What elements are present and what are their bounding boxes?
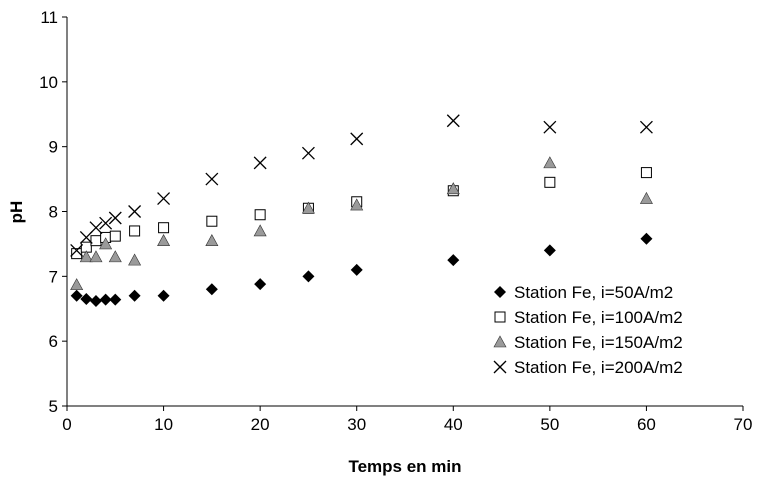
y-axis-ticks: 5 6 7 8 9 10 11	[39, 8, 67, 416]
data-point	[544, 176, 556, 188]
data-point	[640, 167, 652, 179]
data-point	[99, 237, 113, 250]
y-tick-label: 10	[39, 73, 58, 92]
x-tick-label: 40	[444, 415, 463, 434]
data-point	[350, 198, 364, 211]
x-tick-label: 50	[540, 415, 559, 434]
y-axis-title: pH	[7, 201, 26, 224]
data-point	[128, 289, 141, 302]
data-point	[108, 211, 122, 225]
x-tick-label: 70	[734, 415, 753, 434]
data-point	[70, 278, 84, 291]
data-point	[543, 244, 556, 257]
data-point	[108, 250, 122, 263]
legend-item: Station Fe, i=50A/m2	[494, 283, 673, 302]
legend-marker	[494, 286, 506, 298]
legend-label: Station Fe, i=50A/m2	[514, 283, 673, 302]
data-point	[301, 146, 315, 160]
legend-label: Station Fe, i=200A/m2	[514, 358, 683, 377]
data-point	[447, 254, 460, 267]
data-point	[640, 232, 653, 245]
x-axis-title: Temps en min	[348, 457, 461, 476]
x-tick-label: 30	[347, 415, 366, 434]
data-point	[157, 289, 170, 302]
data-point	[206, 215, 218, 227]
data-point	[254, 278, 267, 291]
data-point	[128, 205, 142, 218]
data-point	[639, 191, 653, 204]
series-3	[70, 156, 653, 291]
data-point	[446, 182, 460, 195]
data-point	[80, 293, 93, 306]
data-point	[89, 221, 103, 235]
data-point	[158, 222, 170, 234]
data-point	[79, 250, 93, 263]
data-point	[89, 294, 102, 307]
x-tick-label: 20	[251, 415, 270, 434]
data-point	[205, 172, 219, 186]
data-point	[543, 156, 557, 169]
data-point	[109, 230, 121, 242]
data-point	[99, 216, 113, 230]
legend-marker	[494, 311, 506, 323]
data-point	[157, 192, 171, 205]
data-point	[157, 234, 171, 246]
legend-marker	[493, 335, 507, 348]
data-point	[302, 270, 315, 283]
data-points	[70, 114, 653, 307]
data-point	[129, 225, 141, 237]
data-point	[253, 156, 267, 170]
data-point	[89, 250, 103, 263]
x-axis-ticks: 0 10 20 30 40 50 60 70	[62, 406, 752, 434]
data-point	[128, 253, 142, 266]
y-tick-label: 11	[40, 8, 58, 27]
x-tick-label: 0	[62, 415, 71, 434]
data-point	[90, 235, 102, 247]
series-1	[70, 232, 653, 307]
legend-item: Station Fe, i=150A/m2	[493, 333, 683, 352]
data-point	[350, 132, 364, 146]
data-point	[446, 114, 460, 128]
y-tick-label: 7	[49, 267, 58, 286]
data-point	[254, 209, 266, 221]
legend-item: Station Fe, i=100A/m2	[494, 308, 683, 327]
data-point	[543, 120, 557, 134]
legend-label: Station Fe, i=150A/m2	[514, 333, 683, 352]
x-tick-label: 60	[637, 415, 656, 434]
data-point	[253, 224, 267, 237]
y-tick-label: 9	[49, 138, 58, 157]
series-4	[70, 114, 653, 257]
data-point	[301, 201, 315, 214]
data-point	[205, 283, 218, 296]
data-point	[205, 234, 219, 246]
data-point	[109, 293, 122, 306]
data-point	[71, 248, 83, 260]
legend-item: Station Fe, i=200A/m2	[493, 358, 683, 377]
legend: Station Fe, i=50A/m2 Station Fe, i=100A/m…	[493, 283, 683, 377]
legend-marker	[493, 360, 507, 374]
data-point	[350, 263, 363, 276]
data-point	[639, 120, 653, 134]
y-tick-label: 6	[49, 332, 58, 351]
y-tick-label: 5	[49, 397, 58, 416]
data-point	[70, 243, 84, 257]
data-point	[70, 289, 83, 302]
y-tick-label: 8	[49, 203, 58, 222]
legend-label: Station Fe, i=100A/m2	[514, 308, 683, 327]
data-point	[99, 293, 112, 306]
x-tick-label: 10	[154, 415, 173, 434]
